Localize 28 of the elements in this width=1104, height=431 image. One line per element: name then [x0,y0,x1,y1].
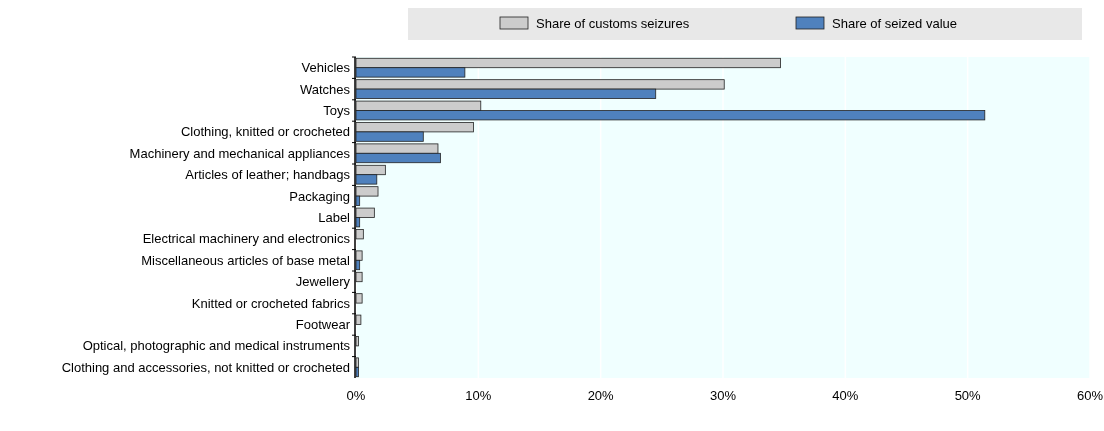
y-tick-label: Vehicles [301,60,351,76]
y-tick-label: Label [318,210,351,226]
legend-label: Share of seized value [832,15,958,31]
bar [355,293,363,304]
x-tick-label: 20% [587,388,615,403]
x-tick-label: 60% [1076,388,1104,403]
y-tick-label: Machinery and mechanical appliances [129,145,351,161]
y-tick-label: Clothing, knitted or crocheted [180,124,350,140]
bar [355,314,362,325]
x-tick-label: 30% [709,388,737,403]
y-tick-label: Packaging [289,188,350,204]
y-tick-label: Watches [299,81,351,97]
bar [355,271,363,283]
y-tick-label: Optical, photographic and medical instruments [82,338,351,354]
x-tick-label: 10% [465,388,492,403]
y-tick-label: Electrical machinery and electronics [142,231,351,247]
legend-label: Share of customs seizures [536,15,690,31]
y-tick-label: Toys [323,103,351,119]
y-tick-label: Clothing and accessories, not knitted or crocheted [61,359,350,375]
y-tick-label: Jewellery [295,274,351,290]
y-tick-label: Articles of leather; handbags [185,167,351,183]
y-tick-label: Miscellaneous articles of base metal [141,252,351,268]
x-tick-label: 0% [346,388,366,403]
y-tick-label: Footwear [295,317,351,333]
y-tick-label: Knitted or crocheted fabrics [191,295,351,311]
bar [355,336,359,347]
x-tick-label: 50% [954,388,982,403]
x-tick-label: 40% [832,388,859,403]
